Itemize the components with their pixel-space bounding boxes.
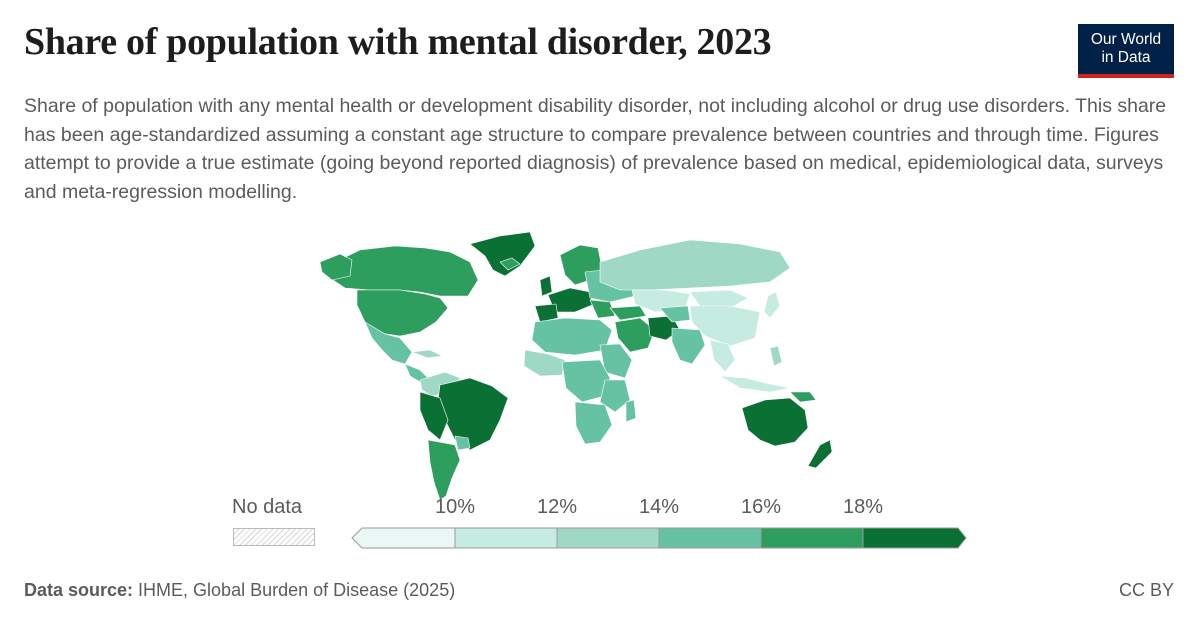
data-source: Data source: IHME, Global Burden of Dise… bbox=[24, 580, 455, 601]
chart-subtitle: Share of population with any mental heal… bbox=[24, 95, 1167, 203]
data-source-label: Data source: bbox=[24, 580, 134, 600]
region-southeast-asia bbox=[709, 339, 736, 373]
region-new-zealand bbox=[807, 439, 833, 469]
region-usa bbox=[356, 289, 449, 337]
legend-bin-2[interactable] bbox=[556, 527, 660, 549]
legend-bin-4[interactable] bbox=[760, 527, 864, 549]
region-central-asia bbox=[659, 305, 691, 323]
region-argentina-chile bbox=[427, 439, 461, 501]
region-middle-east bbox=[614, 317, 656, 353]
region-west-africa bbox=[523, 349, 566, 377]
region-philippines bbox=[769, 345, 783, 367]
region-china bbox=[689, 305, 761, 347]
region-balkans bbox=[589, 299, 616, 319]
legend-tick-10: 10% bbox=[434, 496, 476, 518]
region-southern-africa bbox=[574, 401, 613, 445]
region-uk bbox=[539, 275, 553, 297]
region-madagascar bbox=[625, 399, 637, 423]
legend-bin-5[interactable] bbox=[862, 527, 967, 549]
region-australia bbox=[741, 397, 809, 447]
region-iceland bbox=[499, 257, 521, 271]
legend-tick-18: 18% bbox=[842, 496, 884, 518]
region-cuba bbox=[411, 349, 443, 359]
region-papua bbox=[789, 391, 817, 403]
legend-bin-3[interactable] bbox=[658, 527, 762, 549]
region-india bbox=[671, 327, 706, 365]
region-paraguay bbox=[454, 435, 471, 451]
legend-bin-0[interactable] bbox=[351, 527, 456, 549]
region-alaska bbox=[319, 253, 353, 281]
legend-bin-1[interactable] bbox=[454, 527, 558, 549]
region-indonesia bbox=[719, 375, 791, 393]
legend-no-data-swatch[interactable] bbox=[233, 528, 315, 546]
region-turkey bbox=[609, 305, 647, 321]
region-peru-bolivia bbox=[419, 391, 449, 441]
chart-title: Share of population with mental disorder… bbox=[24, 21, 772, 63]
legend-tick-12: 12% bbox=[536, 496, 578, 518]
region-greenland bbox=[469, 231, 536, 277]
legend-no-data-label: No data bbox=[232, 496, 303, 518]
region-japan bbox=[763, 291, 781, 319]
legend-tick-16: 16% bbox=[740, 496, 782, 518]
region-russia bbox=[599, 239, 791, 291]
owid-logo[interactable]: Our World in Data bbox=[1078, 24, 1174, 78]
region-mongolia-china-north bbox=[689, 289, 749, 309]
region-east-africa bbox=[599, 379, 631, 413]
region-iberia bbox=[534, 303, 559, 323]
legend-tick-14: 14% bbox=[638, 496, 680, 518]
logo-line-2: in Data bbox=[1101, 49, 1151, 66]
logo-line-1: Our World bbox=[1090, 31, 1162, 48]
data-source-text[interactable]: IHME, Global Burden of Disease (2025) bbox=[133, 580, 456, 600]
region-canada bbox=[329, 245, 479, 297]
license-link[interactable]: CC BY bbox=[1118, 580, 1174, 600]
